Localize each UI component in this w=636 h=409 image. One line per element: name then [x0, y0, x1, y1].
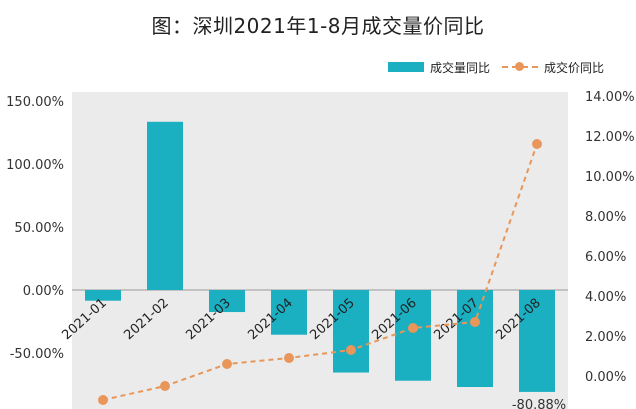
bar-2021-01 — [85, 290, 121, 301]
price-point-2021-05 — [346, 345, 356, 355]
price-point-2021-06 — [408, 323, 418, 333]
price-point-2021-08 — [532, 139, 542, 149]
legend-line-swatch — [502, 61, 539, 73]
chart-title: 图：深圳2021年1-8月成交量价同比 — [151, 14, 485, 38]
right-axis-tick-label: 0.00% — [585, 370, 626, 385]
right-axis-tick-label: 10.00% — [585, 170, 635, 185]
price-point-2021-02 — [160, 381, 170, 391]
price-point-2021-01 — [98, 395, 108, 405]
legend-bar-swatch — [388, 62, 424, 72]
data-label: -80.88% — [512, 398, 566, 409]
price-point-2021-07 — [470, 317, 480, 327]
bar-2021-02 — [147, 121, 183, 290]
price-point-2021-03 — [222, 359, 232, 369]
bar-2021-08 — [519, 290, 555, 392]
right-axis-tick-label: 12.00% — [585, 130, 635, 145]
legend: 成交量同比 成交价同比 — [388, 58, 604, 76]
price-line — [102, 143, 538, 401]
left-axis-tick-label: 100.00% — [6, 158, 64, 173]
bar-2021-05 — [333, 290, 369, 373]
right-axis-tick-label: 14.00% — [585, 90, 635, 105]
plot-background — [72, 92, 568, 409]
price-point-2021-04 — [284, 353, 294, 363]
bar-2021-03 — [209, 290, 245, 313]
right-axis-tick-label: 6.00% — [585, 250, 626, 265]
bar-2021-04 — [271, 290, 307, 335]
left-axis-tick-label: 150.00% — [6, 95, 64, 110]
legend-label-volume: 成交量同比 — [430, 60, 491, 75]
right-axis-tick-label: 2.00% — [585, 330, 626, 345]
right-axis-tick-label: 4.00% — [585, 290, 626, 305]
left-axis-tick-label: -50.00% — [10, 347, 64, 362]
left-axis-tick-label: 0.00% — [23, 284, 64, 299]
left-axis-tick-label: 50.00% — [14, 221, 64, 236]
legend-label-price: 成交价同比 — [544, 60, 605, 75]
bar-2021-06 — [395, 290, 431, 381]
right-axis-tick-label: 8.00% — [585, 210, 626, 225]
bar-2021-07 — [457, 290, 493, 388]
